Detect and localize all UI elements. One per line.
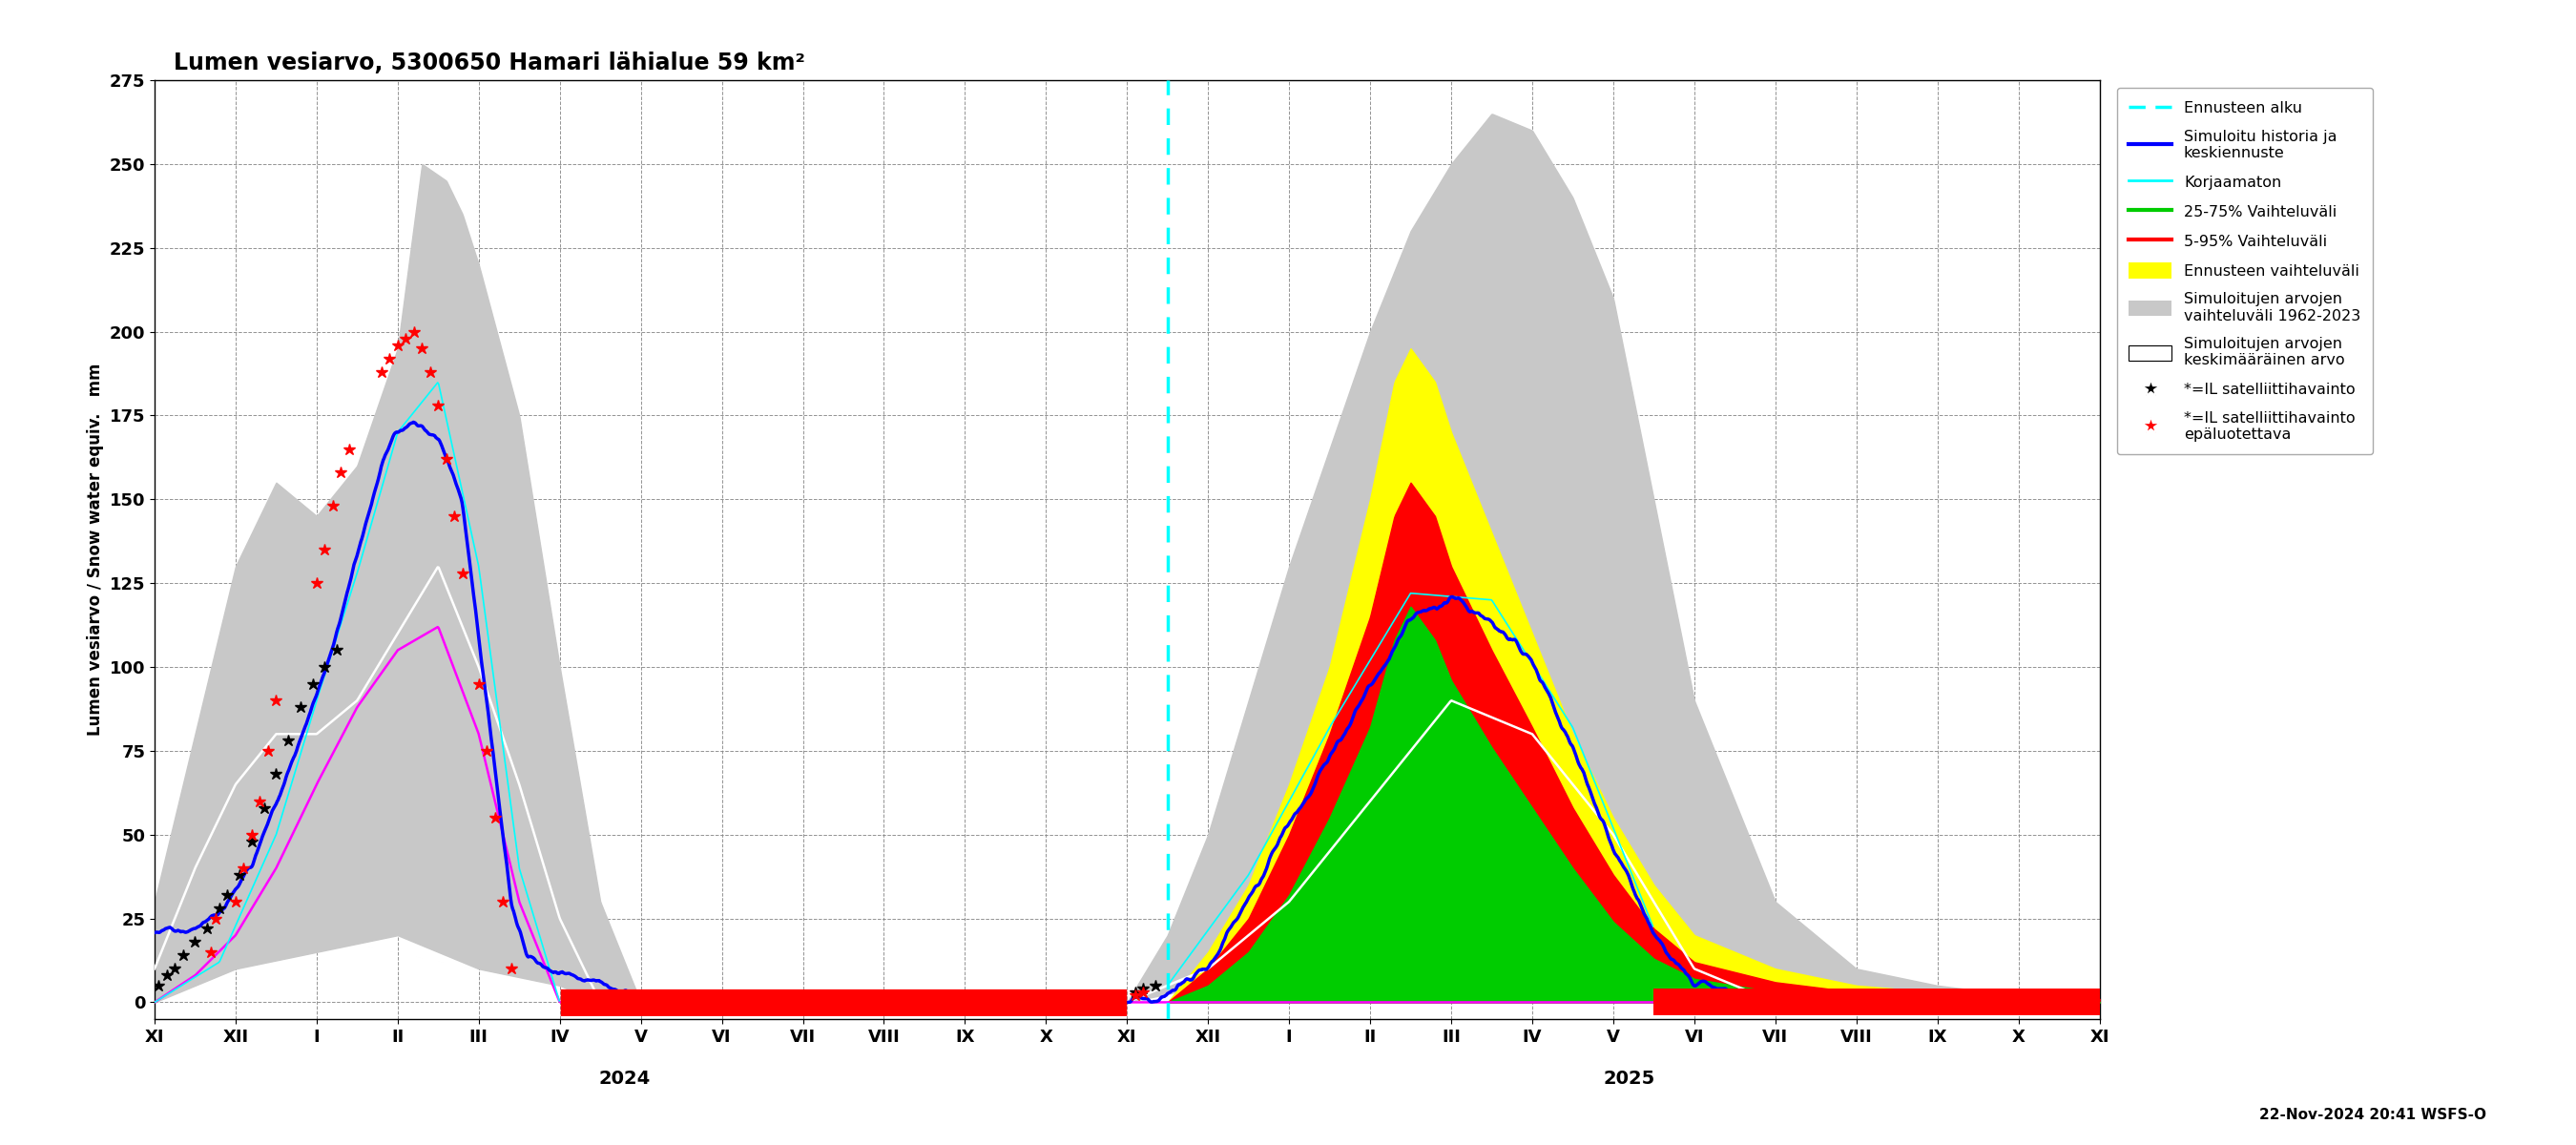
Legend: Ennusteen alku, Simuloitu historia ja
keskiennuste, Korjaamaton, 25-75% Vaihtelu: Ennusteen alku, Simuloitu historia ja ke…: [2117, 88, 2372, 455]
Text: 2024: 2024: [598, 1069, 652, 1088]
Text: 2025: 2025: [1602, 1069, 1656, 1088]
Y-axis label: Lumen vesiarvo / Snow water equiv.   mm: Lumen vesiarvo / Snow water equiv. mm: [88, 363, 103, 736]
Text: 22-Nov-2024 20:41 WSFS-O: 22-Nov-2024 20:41 WSFS-O: [2259, 1108, 2486, 1122]
Text: Lumen vesiarvo, 5300650 Hamari lähialue 59 km²: Lumen vesiarvo, 5300650 Hamari lähialue …: [175, 52, 806, 74]
